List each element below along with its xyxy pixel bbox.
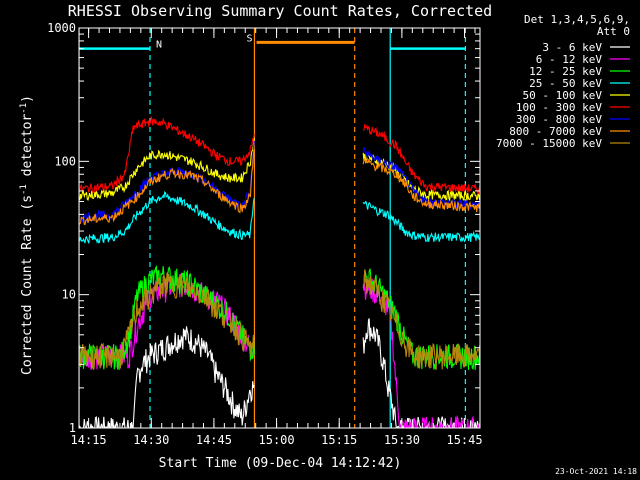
legend-label-5: 100 - 300 keV (516, 101, 602, 114)
series-line-3 (79, 191, 480, 244)
legend-label-8: 7000 - 15000 keV (496, 137, 602, 150)
series-line-8 (79, 269, 480, 370)
x-tick-label: 14:45 (196, 433, 232, 447)
plot-area: NS (79, 28, 480, 428)
plot-frame (78, 27, 481, 429)
x-tick-label: 15:45 (446, 433, 482, 447)
series-line-7 (79, 149, 480, 226)
legend-label-2: 12 - 25 keV (529, 65, 602, 78)
axes: 1 10 100 1000 14:15 14:30 14:45 15:00 15:15 15:30… (47, 21, 483, 447)
legend-label-7: 800 - 7000 keV (509, 125, 602, 138)
x-tick-label: 15:30 (384, 433, 420, 447)
series-line-4 (79, 137, 480, 202)
annotation-label-0: N (156, 40, 162, 51)
x-tick-label: 15:00 (259, 433, 295, 447)
series-line-0 (79, 318, 480, 428)
legend-label-0: 3 - 6 keV (542, 41, 602, 54)
series-line-6 (79, 140, 480, 224)
legend-label-1: 6 - 12 keV (536, 53, 603, 66)
x-axis-label: Start Time (09-Dec-04 14:12:42) (159, 456, 402, 471)
chart-title: RHESSI Observing Summary Count Rates, Co… (68, 2, 492, 20)
footer-date: 23-Oct-2021 14:18 (555, 467, 637, 476)
y-tick-label: 10 (62, 288, 76, 302)
plot-content: NS (79, 28, 480, 428)
legend-header-line2: Att 0 (597, 25, 630, 38)
annotation-label-1: S (247, 33, 253, 44)
x-tick-label: 14:30 (133, 433, 169, 447)
legend-header-line1: Det 1,3,4,5,6,9, (524, 13, 630, 26)
legend-label-6: 300 - 800 keV (516, 113, 602, 126)
y-tick-label: 1000 (47, 21, 76, 35)
legend-label-3: 25 - 50 keV (529, 77, 602, 90)
y-tick-label: 1 (69, 421, 76, 435)
legend-label-4: 50 - 100 keV (523, 89, 603, 102)
y-tick-label: 100 (54, 154, 76, 168)
x-tick-label: 14:15 (71, 433, 107, 447)
y-axis-label: Corrected Count Rate (s-1 detector-1) (19, 95, 35, 375)
x-tick-label: 15:15 (321, 433, 357, 447)
series-line-5 (79, 115, 480, 195)
